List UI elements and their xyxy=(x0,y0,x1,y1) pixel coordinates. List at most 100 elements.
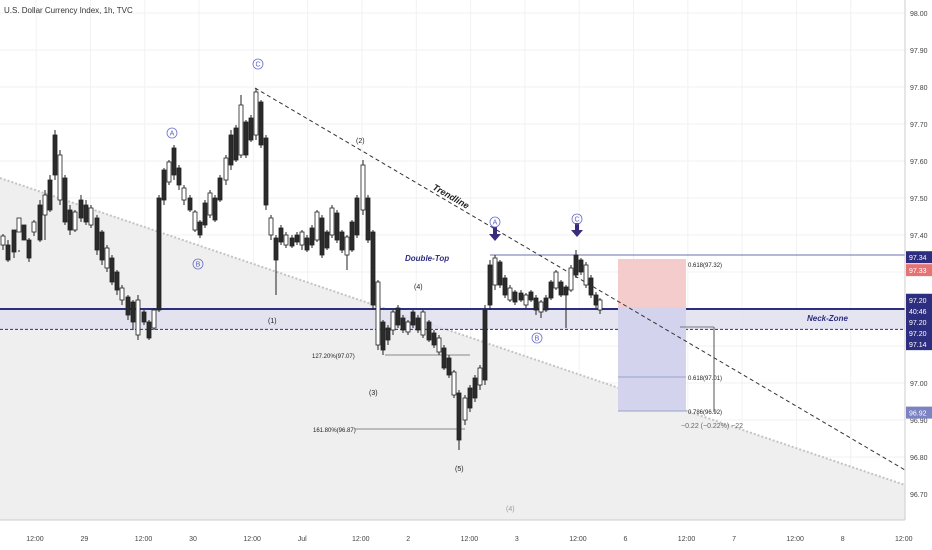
price-tag-label: 97.20 xyxy=(909,331,927,338)
x-tick-label: 7 xyxy=(732,536,736,543)
fib-0618-upper-label: 0.618(97.32) xyxy=(688,263,722,269)
candle-body xyxy=(420,311,426,336)
candle-body xyxy=(47,179,53,211)
candle-body xyxy=(533,297,539,311)
candle-body xyxy=(492,257,498,286)
candle-body xyxy=(243,121,249,156)
x-tick-label: 12:00 xyxy=(352,536,370,543)
candle-body xyxy=(0,235,6,246)
wave-label-3: (3) xyxy=(369,390,378,397)
y-tick-label: 97.50 xyxy=(910,196,928,203)
candle-body xyxy=(156,197,162,311)
y-tick-label: 98.00 xyxy=(910,11,928,18)
price-tag-bg xyxy=(906,406,932,419)
candle-body xyxy=(578,259,584,273)
candle-body xyxy=(11,229,17,253)
price-tag-bg xyxy=(906,327,932,340)
candle-body xyxy=(548,281,554,299)
candle-body xyxy=(42,194,48,216)
candle-body xyxy=(94,217,100,251)
x-tick-label: 2 xyxy=(406,536,410,543)
double-top-arrow-icon xyxy=(571,230,583,237)
trend-shade xyxy=(0,178,905,520)
circle-label-a2: A xyxy=(493,220,498,227)
x-tick-label: 29 xyxy=(81,536,89,543)
candle-body xyxy=(278,227,284,243)
wave-label-4b: (4) xyxy=(506,506,515,513)
candle-body xyxy=(253,91,259,136)
price-tag-bg xyxy=(906,264,932,277)
price-tag-bg xyxy=(906,315,932,328)
candle-body xyxy=(5,244,11,261)
circle-label-c2: C xyxy=(574,217,579,224)
candle-body xyxy=(558,281,564,296)
fib-0618-lower-label: 0.618(97.01) xyxy=(688,376,722,382)
candle-body xyxy=(57,154,63,201)
ext-161-label: 161.80%(96.87) xyxy=(313,428,356,434)
lower-trendline xyxy=(0,177,906,486)
fib-0786-label: 0.786(96.92) xyxy=(688,410,722,416)
candle-body xyxy=(114,271,120,291)
candle-body xyxy=(294,234,300,243)
candle-body xyxy=(289,237,295,247)
candle-body xyxy=(217,177,223,201)
double-top-arrow-shaft xyxy=(493,227,497,235)
candle-body xyxy=(436,337,442,353)
x-tick-label: 12:00 xyxy=(678,536,696,543)
candle-body xyxy=(370,231,376,306)
price-tag-label: 97.14 xyxy=(909,342,927,349)
candle-body xyxy=(104,247,110,269)
candle-body xyxy=(573,254,579,276)
candle-body xyxy=(441,347,447,369)
candle-body xyxy=(212,197,218,221)
candle-body xyxy=(299,231,305,246)
candle-body xyxy=(360,164,366,211)
candle-body xyxy=(135,299,141,336)
candle-body xyxy=(72,211,78,231)
candle-body xyxy=(390,311,396,331)
price-tag-label: 97.34 xyxy=(909,255,927,262)
candle-body xyxy=(268,217,274,236)
candle-body xyxy=(518,292,524,301)
candle-body xyxy=(99,231,105,261)
candle-body xyxy=(125,296,131,316)
candle-body xyxy=(304,237,310,251)
candle-body xyxy=(462,397,468,421)
candle-body xyxy=(223,157,229,181)
y-tick-label: 97.00 xyxy=(910,381,928,388)
candle-body xyxy=(62,177,68,223)
candle-body xyxy=(52,134,58,176)
candle-body xyxy=(597,299,603,311)
circle-label-a1: A xyxy=(170,131,175,138)
candle-body xyxy=(410,311,416,326)
price-tag-bg xyxy=(906,251,932,264)
candle-body xyxy=(523,294,529,306)
candle-body xyxy=(477,367,483,386)
symbol-title: U.S. Dollar Currency Index, 1h, TVC xyxy=(4,6,133,15)
trendline-label: Trendline xyxy=(431,182,471,211)
candle-body xyxy=(151,309,157,329)
y-tick-label: 97.80 xyxy=(910,85,928,92)
x-tick-label: 8 xyxy=(841,536,845,543)
wave-label-2: (2) xyxy=(356,138,365,145)
candle-body xyxy=(431,332,437,346)
wave-label-4: (4) xyxy=(414,284,423,291)
candle-body xyxy=(497,261,503,286)
candle-body xyxy=(109,257,115,283)
candle-body xyxy=(588,277,594,296)
x-tick-label: 12:00 xyxy=(26,536,44,543)
candle-body xyxy=(482,309,488,381)
candle-body xyxy=(538,301,544,313)
candle-body xyxy=(314,211,320,241)
candle-body xyxy=(502,277,508,296)
candle-body xyxy=(385,327,391,341)
circle-label-c2-ring xyxy=(571,213,583,225)
circle-label-b1-ring xyxy=(192,258,204,270)
ext-127-label: 127.20%(97.07) xyxy=(312,354,355,360)
x-tick-label: 3 xyxy=(515,536,519,543)
short-profit-zone xyxy=(618,307,686,411)
candle-body xyxy=(202,202,208,226)
x-tick-label: 30 xyxy=(189,536,197,543)
